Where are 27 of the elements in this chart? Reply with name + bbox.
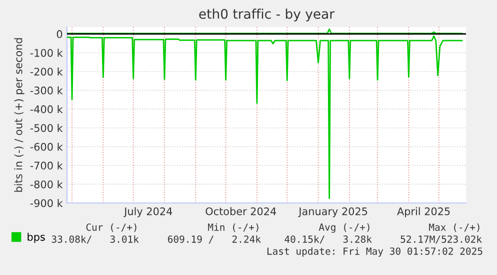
y-tick-label: -500 k [30, 124, 63, 132]
y-tick-label: -900 k [30, 199, 63, 208]
y-tick-label: 0 [56, 30, 62, 38]
x-tick-label: April 2025 [397, 207, 450, 218]
x-tick-label: January 2025 [298, 207, 368, 218]
text: 40.15k/ 3.28k [284, 235, 372, 244]
y-tick-label: -100 k [30, 48, 63, 57]
line-series [67, 35, 463, 199]
y-tick-label: -600 k [30, 142, 63, 151]
x-tick-label: July 2024 [124, 207, 172, 218]
y-tick-label: -700 k [30, 161, 63, 170]
y-tick-label: -800 k [30, 180, 63, 188]
y-axis-title: bits in (-) / out (+) per second [14, 38, 24, 192]
text: Max (-/+) [429, 223, 480, 232]
y-tick-label: -400 k [30, 105, 63, 114]
y-tick-label: -200 k [30, 68, 63, 76]
text: Min (-/+) [208, 223, 258, 232]
text: 609.19 / 2.24k [168, 235, 261, 244]
text: 33.08k/ 3.01k [52, 235, 139, 244]
x-tick-label: October 2024 [206, 207, 276, 216]
text: 52.17M/523.02k [400, 235, 482, 244]
legend-label: bps [28, 232, 45, 243]
y-tick-label: -300 k [30, 86, 63, 94]
text: Last update: Fri May 30 01:57:02 2025 [267, 247, 482, 257]
text: Avg (-/+) [318, 223, 370, 233]
chart-title: eth0 traffic - by year [199, 8, 335, 22]
text: Cur (-/+) [86, 223, 136, 232]
